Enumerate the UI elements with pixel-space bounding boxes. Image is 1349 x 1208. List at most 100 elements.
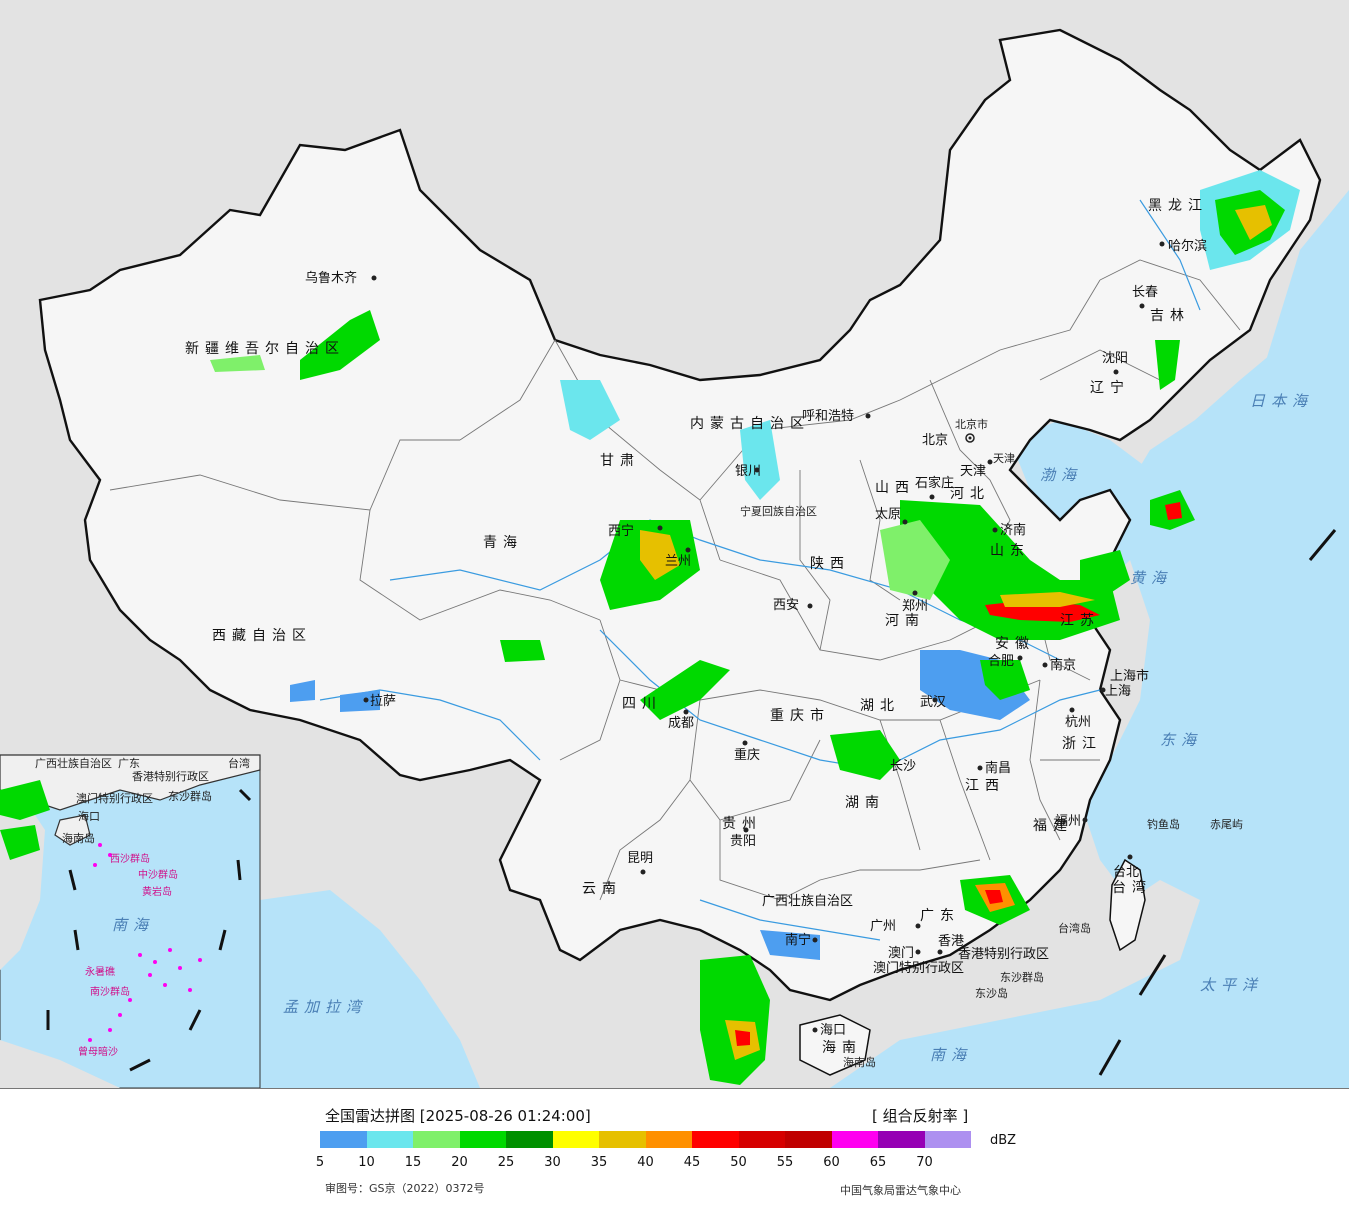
approval-number: 审图号：GS京（2022）0372号 — [325, 1182, 485, 1195]
label-zhengzhou: 郑州 — [902, 599, 928, 614]
label-kunming: 昆明 — [627, 851, 653, 866]
label-hunan: 湖南 — [845, 795, 885, 811]
label-ningxia: 宁夏回族自治区 — [740, 504, 817, 518]
scale-tick-label: 35 — [590, 1155, 608, 1170]
inset-label-zengmu: 曾母暗沙 — [78, 1045, 118, 1058]
label-hainan-island: 海南岛 — [843, 1055, 876, 1069]
legend-panel: 全国雷达拼图 [2025-08-26 01:24:00] [ 组合反射率 ] d… — [0, 1089, 1349, 1208]
inset-label-haikou: 海口 — [78, 809, 100, 823]
label-hangzhou: 杭州 — [1065, 715, 1091, 730]
color-swatch — [878, 1131, 925, 1148]
color-scale-bar — [320, 1131, 971, 1148]
label-guangdong: 广东 — [920, 908, 960, 924]
label-chongqing-city: 重庆 — [734, 747, 760, 763]
taiwan-island — [1109, 858, 1146, 952]
label-liaoning: 辽宁 — [1090, 379, 1130, 396]
label-xizang: 西藏自治区 — [212, 628, 312, 644]
inset-label-xisha: 西沙群岛 — [110, 852, 150, 865]
label-shanghai: 上海 — [1105, 684, 1131, 699]
label-xining: 西宁 — [608, 523, 634, 539]
label-hainan: 海南 — [822, 1040, 862, 1056]
label-guangzhou: 广州 — [870, 919, 896, 934]
city-markers — [363, 241, 1165, 1033]
label-henan: 河南 — [885, 613, 925, 629]
label-changchun: 长春 — [1132, 285, 1158, 300]
scale-tick-label: 65 — [869, 1155, 887, 1170]
label-shandong: 山东 — [990, 543, 1030, 559]
label-tianjin: 天津 — [960, 464, 986, 479]
inset-label-zhongsha: 中沙群岛 — [138, 868, 178, 881]
label-xinjiang: 新疆维吾尔自治区 — [185, 341, 345, 357]
label-nanning: 南宁 — [785, 932, 811, 948]
inset-label-huangyan: 黄岩岛 — [142, 885, 172, 898]
label-xian: 西安 — [773, 598, 799, 613]
label-neimenggu: 内蒙古自治区 — [690, 416, 810, 432]
producer-credit: 中国气象局雷达气象中心 — [840, 1184, 961, 1197]
inset-label-hongkong: 香港特别行政区 — [132, 769, 209, 783]
legend-title: 全国雷达拼图 [2025-08-26 01:24:00] — [325, 1107, 591, 1125]
label-chongqing: 重庆市 — [770, 707, 830, 724]
label-japan-sea: 日本海 — [1250, 392, 1313, 410]
label-shaanxi: 陕西 — [810, 556, 850, 572]
label-shanghai-province: 上海市 — [1110, 668, 1149, 684]
scale-tick-label: 60 — [823, 1155, 840, 1170]
label-hebei: 河北 — [950, 486, 990, 502]
label-changsha: 长沙 — [890, 759, 916, 774]
label-fuzhou: 福州 — [1055, 814, 1081, 829]
label-beijing-province: 北京市 — [955, 417, 988, 431]
label-macau: 澳门 — [888, 945, 914, 961]
label-lanzhou: 兰州 — [665, 554, 691, 569]
label-beijing: 北京 — [922, 433, 948, 448]
label-heilongjiang: 黑龙江 — [1148, 198, 1208, 214]
color-swatch — [459, 1131, 506, 1148]
scale-tick-label: 5 — [315, 1155, 325, 1170]
label-taiwan: 台湾 — [1112, 879, 1152, 896]
label-urumqi: 乌鲁木齐 — [305, 270, 357, 286]
label-bohai: 渤海 — [1040, 466, 1082, 484]
label-hongkong-sar: 香港特别行政区 — [958, 947, 1049, 962]
label-sichuan: 四川 — [622, 696, 662, 712]
scale-tick-label: 55 — [776, 1155, 794, 1170]
color-swatch — [506, 1131, 553, 1148]
inset-label-guangdong: 广东 — [118, 757, 140, 770]
japan-sea — [1220, 190, 1349, 470]
label-haikou: 海口 — [820, 1023, 846, 1038]
label-jiangxi: 江西 — [965, 778, 1005, 794]
color-swatch — [645, 1131, 692, 1148]
inset-label-taiwan: 台湾 — [228, 756, 250, 770]
inset-label-guangxi: 广西壮族自治区 — [35, 756, 112, 770]
inset-label-south-sea: 南海 — [112, 916, 154, 934]
scale-tick-label: 15 — [404, 1155, 422, 1170]
label-shenyang: 沈阳 — [1102, 351, 1128, 366]
label-taiyuan: 太原 — [875, 507, 901, 522]
label-macau-sar: 澳门特别行政区 — [873, 960, 964, 976]
color-swatch — [599, 1131, 646, 1148]
label-guiyang: 贵阳 — [730, 834, 756, 849]
scale-tick-label: 30 — [544, 1155, 561, 1170]
label-guizhou: 贵州 — [722, 816, 762, 832]
label-anhui: 安徽 — [995, 636, 1035, 652]
scale-tick-label: 45 — [683, 1155, 701, 1170]
label-lhasa: 拉萨 — [370, 694, 396, 709]
label-wuhan: 武汉 — [920, 695, 946, 710]
label-hohhot: 呼和浩特 — [802, 409, 854, 424]
inset-label-dongsha: 东沙群岛 — [168, 789, 212, 803]
color-swatch — [924, 1131, 971, 1148]
label-jilin: 吉林 — [1150, 308, 1190, 324]
color-swatch — [831, 1131, 878, 1148]
color-swatch — [366, 1131, 413, 1148]
color-swatch — [413, 1131, 460, 1148]
label-hongkong: 香港 — [938, 934, 964, 949]
color-swatch — [552, 1131, 599, 1148]
label-nanjing: 南京 — [1050, 657, 1076, 673]
label-guangxi: 广西壮族自治区 — [762, 893, 853, 909]
label-yellow-sea: 黄海 — [1130, 569, 1172, 587]
radar-map: 新疆维吾尔自治区 西藏自治区 青海 甘肃 内蒙古自治区 黑龙江 吉林 辽宁 河北… — [0, 0, 1349, 1089]
color-swatch — [692, 1131, 739, 1148]
label-hubei: 湖北 — [860, 698, 900, 714]
inset-label-macau: 澳门特别行政区 — [76, 791, 153, 805]
label-shijiazhuang: 石家庄 — [915, 475, 954, 491]
label-shanxi: 山西 — [875, 480, 915, 496]
inset-label-hainan-island: 海南岛 — [62, 831, 95, 845]
map-labels: 新疆维吾尔自治区 西藏自治区 青海 甘肃 内蒙古自治区 黑龙江 吉林 辽宁 河北… — [35, 198, 1313, 1069]
